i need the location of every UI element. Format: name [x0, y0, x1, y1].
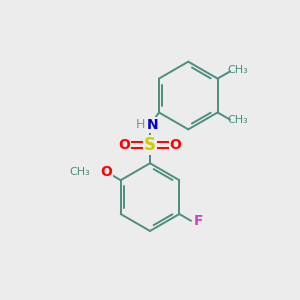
Text: F: F: [194, 214, 203, 228]
Text: O: O: [170, 138, 182, 152]
Text: CH₃: CH₃: [228, 115, 248, 124]
Text: S: S: [144, 136, 156, 154]
Text: H: H: [136, 118, 145, 130]
Text: CH₃: CH₃: [228, 65, 248, 75]
Text: N: N: [146, 118, 158, 132]
Text: CH₃: CH₃: [70, 167, 91, 177]
Text: O: O: [100, 165, 112, 179]
Text: O: O: [118, 138, 130, 152]
